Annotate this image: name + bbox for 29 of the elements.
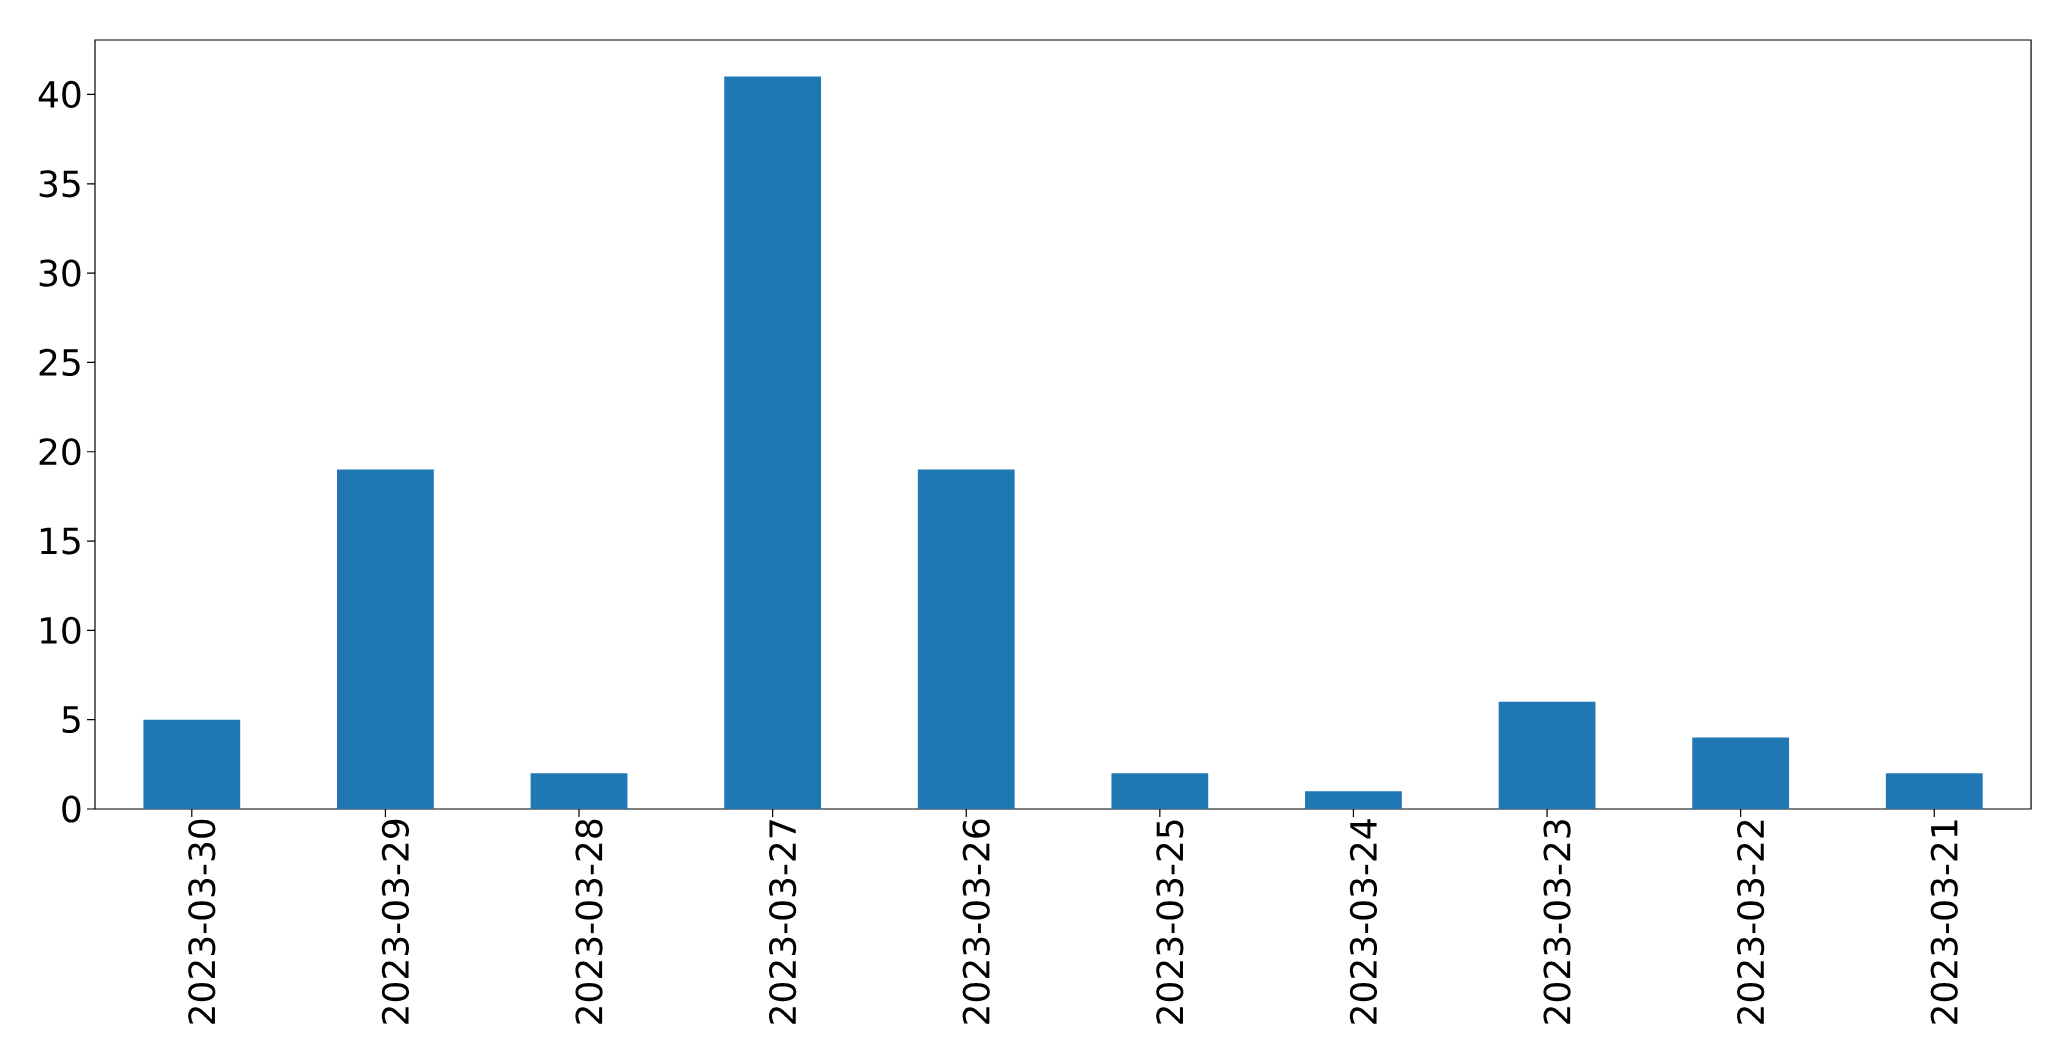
x-tick-label: 2023-03-29 — [381, 819, 410, 1024]
y-tick-label: 10 — [40, 616, 81, 644]
x-tick-label: 2023-03-30 — [188, 819, 216, 1024]
x-tick-label: 2023-03-27 — [769, 820, 797, 1024]
y-tick-label: 0 — [62, 795, 81, 823]
bar — [1885, 773, 1983, 809]
bar — [724, 76, 822, 809]
bar — [1111, 773, 1209, 809]
x-tick-label: 2023-03-28 — [575, 819, 603, 1024]
x-tick-label: 2023-03-25 — [1156, 820, 1184, 1024]
x-tick-label: 2023-03-21 — [1930, 820, 1958, 1024]
bar — [337, 469, 434, 809]
y-tick-label: 30 — [39, 259, 81, 287]
bar — [1498, 701, 1596, 809]
y-tick-label: 40 — [38, 80, 81, 109]
bar — [143, 719, 241, 809]
x-tick-label: 2023-03-23 — [1543, 820, 1571, 1024]
x-tick-label: 2023-03-26 — [962, 819, 990, 1024]
bar — [530, 773, 628, 809]
bar — [1692, 737, 1790, 809]
y-tick-label: 25 — [39, 348, 80, 377]
y-tick-label: 20 — [39, 438, 81, 466]
bar — [1305, 791, 1402, 809]
x-tick-label: 2023-03-22 — [1737, 820, 1765, 1024]
y-tick-label: 5 — [62, 706, 80, 734]
x-tick-label: 2023-03-24 — [1349, 819, 1378, 1024]
y-tick-label: 15 — [40, 527, 80, 555]
y-tick-label: 35 — [39, 170, 80, 198]
bar — [917, 469, 1015, 809]
